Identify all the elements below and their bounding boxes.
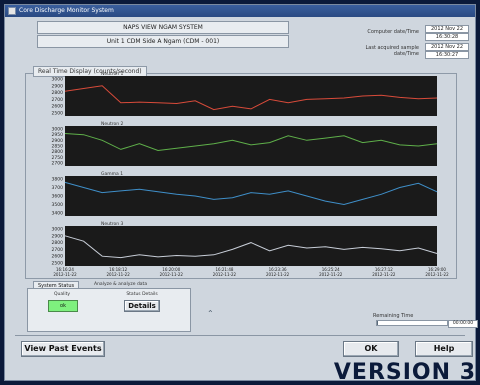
- y-tick-label: 2900: [52, 233, 64, 239]
- y-tick-label: 3400: [52, 211, 64, 217]
- system-status-panel: Quality ok Status Details Details: [27, 288, 191, 332]
- view-past-events-button[interactable]: View Past Events: [21, 341, 105, 357]
- x-tick-date: 2012-11-22: [53, 272, 77, 277]
- system-title: NAPS VIEW NGAM SYSTEM: [37, 21, 289, 34]
- plot-background: [65, 226, 437, 266]
- remaining-time-fill: [377, 321, 379, 325]
- remaining-time-value: 00:00:00: [448, 320, 478, 328]
- y-tick-label: 2700: [52, 97, 64, 103]
- chart-title: Neutron 1: [101, 71, 124, 77]
- y-tick-label: 2600: [52, 254, 64, 260]
- y-tick-label: 3800: [52, 177, 64, 183]
- last-acquired-time: 16:30:27: [425, 51, 469, 59]
- chart-title: Neutron 3: [101, 221, 124, 227]
- x-tick-date: 2012-11-22: [160, 272, 184, 277]
- x-tick-date: 2012-11-22: [319, 272, 343, 277]
- x-tick-date: 2012-11-22: [425, 272, 449, 277]
- y-tick-label: 2600: [52, 104, 64, 110]
- footer-divider: [15, 335, 465, 336]
- last-acquired-date: 2012 Nov 22: [425, 43, 469, 51]
- window-title: Core Discharge Monitor System: [19, 7, 114, 14]
- y-tick-label: 3000: [52, 77, 64, 83]
- version-label: VERSION 3: [333, 360, 476, 385]
- tab-analyze-data[interactable]: Analyze & analyze data: [94, 282, 148, 287]
- quality-label: Quality: [53, 292, 71, 297]
- quality-indicator: ok: [48, 300, 78, 312]
- chart-title: Neutron 2: [101, 121, 124, 127]
- computer-time-value: 16:30:28: [425, 33, 469, 41]
- plot-background: [65, 126, 437, 166]
- x-tick-time: 16:21:48: [215, 267, 233, 272]
- y-tick-label: 2950: [52, 132, 64, 138]
- y-tick-label: 2700: [52, 161, 64, 167]
- y-tick-label: 3700: [52, 185, 64, 191]
- y-tick-label: 2500: [52, 111, 64, 117]
- series-line: [64, 181, 438, 206]
- x-tick-date: 2012-11-22: [213, 272, 237, 277]
- ok-button[interactable]: OK: [343, 341, 399, 357]
- help-button[interactable]: Help: [415, 341, 473, 357]
- y-tick-label: 3500: [52, 202, 64, 208]
- computer-date-value: 2012 Nov 22: [425, 25, 469, 33]
- y-tick-label: 2800: [52, 149, 64, 155]
- x-tick-time: 16:29:00: [428, 267, 446, 272]
- details-button[interactable]: Details: [124, 300, 160, 312]
- x-tick-time: 16:27:12: [375, 267, 393, 272]
- y-tick-label: 3000: [52, 227, 64, 233]
- x-tick-time: 16:16:24: [56, 267, 74, 272]
- computer-date-label: Computer date/Time: [367, 29, 419, 35]
- x-tick-date: 2012-11-22: [107, 272, 131, 277]
- chart-title: Gamma 1: [101, 171, 123, 177]
- title-bar: Core Discharge Monitor System: [5, 5, 475, 17]
- x-tick-time: 16:20:00: [162, 267, 180, 272]
- app-icon: [8, 7, 16, 15]
- x-tick-time: 16:23:36: [269, 267, 287, 272]
- chevron-up-icon[interactable]: ⌃: [207, 309, 214, 318]
- series-line: [64, 235, 438, 259]
- x-tick-date: 2012-11-22: [266, 272, 290, 277]
- unit-title: Unit 1 CDM Side A Ngam (CDM - 001): [37, 35, 289, 48]
- y-tick-label: 2700: [52, 247, 64, 253]
- x-tick-date: 2012-11-22: [372, 272, 396, 277]
- plot-background: [65, 76, 437, 116]
- series-line: [64, 133, 438, 152]
- y-tick-label: 3000: [52, 127, 64, 133]
- real-time-charts: Neutron 1300029002800270026002500Neutron…: [52, 71, 450, 277]
- remaining-time-label: Remaining Time: [373, 313, 414, 319]
- y-tick-label: 2900: [52, 83, 64, 89]
- app-window: Core Discharge Monitor System NAPS VIEW …: [4, 4, 478, 381]
- y-tick-label: 2900: [52, 138, 64, 144]
- last-acquired-label: Last acquired sample date/Time: [365, 45, 419, 57]
- x-tick-time: 16:25:24: [322, 267, 340, 272]
- y-tick-label: 2800: [52, 90, 64, 96]
- plot-background: [65, 176, 437, 216]
- y-tick-label: 2800: [52, 240, 64, 246]
- y-tick-label: 2750: [52, 155, 64, 161]
- series-line: [64, 85, 438, 111]
- status-details-label: Status Details: [126, 292, 158, 297]
- y-tick-label: 2850: [52, 144, 64, 150]
- y-tick-label: 3600: [52, 194, 64, 200]
- y-tick-label: 2500: [52, 261, 64, 267]
- x-tick-time: 16:18:12: [109, 267, 127, 272]
- remaining-time-progress: [376, 320, 448, 326]
